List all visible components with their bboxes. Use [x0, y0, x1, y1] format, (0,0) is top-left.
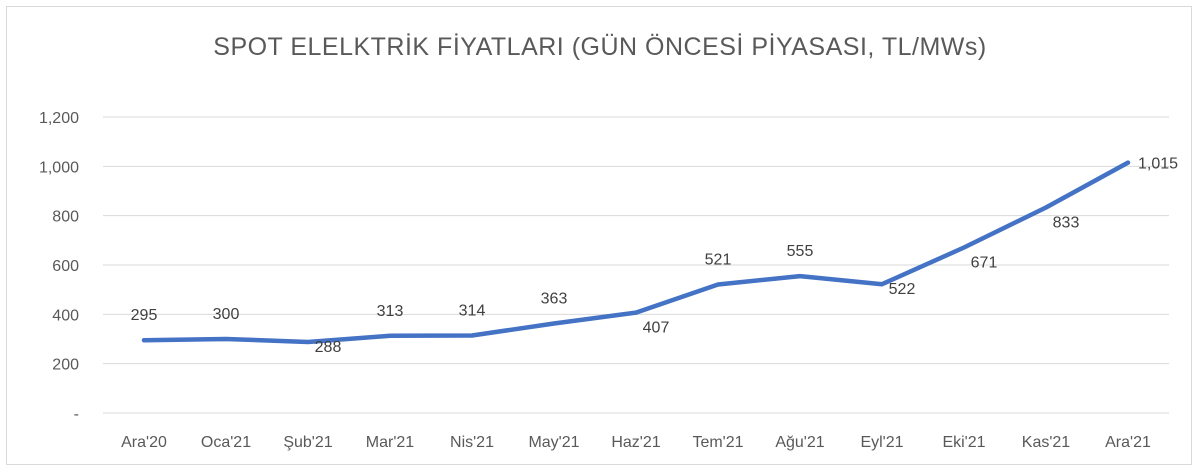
data-point — [224, 337, 228, 341]
data-point — [552, 321, 556, 326]
data-point — [716, 282, 720, 287]
x-tick-label: Ara'20 — [121, 434, 167, 451]
y-axis-tick-labels: - 200 400 600 800 1,000 1,200 — [39, 110, 79, 423]
gridlines — [103, 116, 1169, 414]
x-tick-label: Haz'21 — [611, 434, 660, 451]
x-axis-tick-labels: Ara'20 Oca'21 Şub'21 Mar'21 Nis'21 May'21 Haz'… — [121, 434, 1151, 451]
data-label: 295 — [131, 307, 158, 324]
data-point — [470, 333, 474, 338]
data-point — [388, 333, 392, 338]
data-point — [880, 282, 884, 287]
x-tick-label: Nis'21 — [450, 434, 494, 451]
y-tick-label: 600 — [52, 258, 79, 275]
data-point — [306, 339, 310, 344]
x-tick-label: Kas'21 — [1022, 434, 1071, 451]
data-label: 313 — [377, 303, 404, 320]
series-line — [141, 160, 1131, 345]
data-label: 671 — [971, 254, 998, 271]
data-label: 555 — [787, 243, 814, 260]
x-tick-label: Ağu'21 — [775, 434, 824, 451]
chart-frame: SPOT ELELKTRİK FİYATLARI (GÜN ÖNCESİ PİY… — [6, 6, 1192, 465]
data-label: 521 — [705, 251, 732, 268]
x-tick-label: Eyl'21 — [860, 434, 903, 451]
x-tick-label: Eki'21 — [942, 434, 985, 451]
x-tick-label: Oca'21 — [201, 434, 251, 451]
data-point — [142, 338, 146, 343]
data-label: 300 — [213, 306, 240, 323]
data-label: 363 — [541, 290, 568, 307]
x-tick-label: Şub'21 — [283, 434, 332, 451]
x-tick-label: Ara'21 — [1105, 434, 1151, 451]
y-tick-label: - — [74, 406, 79, 423]
data-point — [1044, 205, 1048, 210]
data-label: 522 — [889, 281, 916, 298]
series-layer — [141, 160, 1131, 345]
line-chart: SPOT ELELKTRİK FİYATLARI (GÜN ÖNCESİ PİY… — [39, 32, 1178, 451]
y-tick-label: 1,200 — [39, 110, 79, 127]
y-tick-label: 200 — [52, 357, 79, 374]
data-point — [798, 274, 802, 279]
x-tick-label: May'21 — [528, 434, 579, 451]
y-tick-label: 1,000 — [39, 159, 79, 176]
x-tick-label: Tem'21 — [692, 434, 743, 451]
data-label: 1,015 — [1138, 156, 1178, 173]
data-point — [1126, 160, 1130, 165]
x-tick-label: Mar'21 — [366, 434, 415, 451]
data-label: 833 — [1053, 215, 1080, 232]
y-tick-label: 400 — [52, 307, 79, 324]
data-labels: 295 300 288 313 314 363 407 521 555 522 671 833 1,01… — [131, 156, 1178, 356]
data-point — [962, 245, 966, 250]
data-point — [634, 310, 638, 315]
data-label: 314 — [459, 303, 486, 320]
data-label: 407 — [643, 320, 670, 337]
chart-title: SPOT ELELKTRİK FİYATLARI (GÜN ÖNCESİ PİY… — [213, 32, 986, 61]
y-tick-label: 800 — [52, 209, 79, 226]
data-label: 288 — [315, 339, 342, 356]
